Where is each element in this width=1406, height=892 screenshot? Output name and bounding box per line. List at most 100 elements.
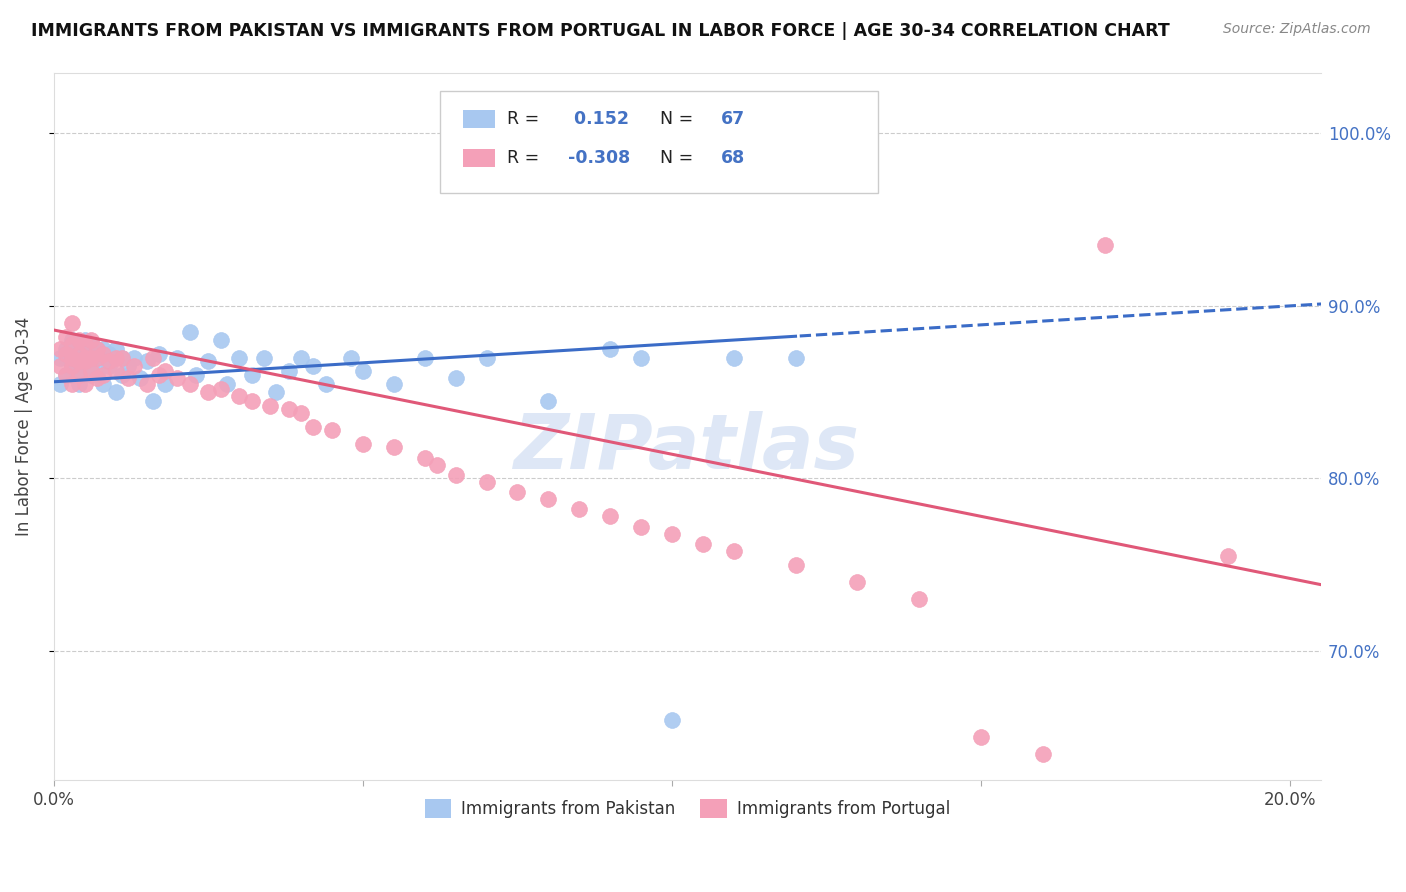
Point	[60, 368, 83, 382]
Point	[98, 347, 121, 361]
Point	[179, 325, 201, 339]
Point	[475, 475, 498, 489]
Point	[91, 376, 114, 391]
Point	[60, 351, 83, 365]
Point	[228, 351, 250, 365]
Point	[86, 351, 108, 365]
Point	[55, 342, 77, 356]
Point	[67, 354, 90, 368]
Point	[153, 376, 176, 391]
Point	[277, 364, 299, 378]
Point	[117, 371, 139, 385]
Point	[302, 419, 325, 434]
Point	[104, 385, 127, 400]
Point	[240, 393, 263, 408]
Point	[73, 347, 96, 361]
Point	[67, 342, 90, 356]
Text: R =: R =	[508, 149, 546, 167]
Point	[537, 393, 560, 408]
Point	[98, 359, 121, 374]
Point	[413, 450, 436, 465]
Point	[352, 437, 374, 451]
Text: 68: 68	[720, 149, 745, 167]
Point	[104, 364, 127, 378]
Point	[67, 376, 90, 391]
Point	[86, 342, 108, 356]
Text: 0.152: 0.152	[568, 110, 630, 128]
Point	[215, 376, 238, 391]
Point	[91, 347, 114, 361]
Point	[49, 376, 72, 391]
Point	[135, 376, 157, 391]
Point	[444, 371, 467, 385]
Point	[55, 347, 77, 361]
Text: IMMIGRANTS FROM PAKISTAN VS IMMIGRANTS FROM PORTUGAL IN LABOR FORCE | AGE 30-34 : IMMIGRANTS FROM PAKISTAN VS IMMIGRANTS F…	[31, 22, 1170, 40]
Point	[60, 359, 83, 374]
Point	[73, 334, 96, 348]
Point	[352, 364, 374, 378]
Point	[197, 354, 219, 368]
Point	[67, 334, 90, 348]
Point	[148, 347, 170, 361]
Point	[209, 334, 232, 348]
Point	[67, 368, 90, 382]
Point	[302, 359, 325, 374]
Point	[60, 316, 83, 330]
Point	[1094, 238, 1116, 252]
Point	[80, 364, 103, 378]
Point	[129, 371, 152, 385]
Point	[148, 368, 170, 382]
Point	[91, 354, 114, 368]
FancyBboxPatch shape	[463, 110, 495, 128]
Point	[86, 368, 108, 382]
Text: 67: 67	[720, 110, 745, 128]
Point	[60, 347, 83, 361]
Point	[723, 544, 745, 558]
Point	[67, 354, 90, 368]
Point	[253, 351, 276, 365]
Point	[692, 537, 714, 551]
Point	[1218, 549, 1240, 563]
Point	[321, 423, 343, 437]
Point	[73, 359, 96, 374]
Point	[290, 351, 312, 365]
Point	[122, 351, 145, 365]
Point	[785, 351, 807, 365]
Point	[142, 393, 165, 408]
Point	[117, 359, 139, 374]
Point	[266, 385, 288, 400]
Point	[142, 351, 165, 365]
Point	[228, 388, 250, 402]
Point	[179, 376, 201, 391]
Point	[537, 492, 560, 507]
Point	[80, 334, 103, 348]
Point	[630, 519, 652, 533]
Point	[290, 406, 312, 420]
Text: N =: N =	[659, 110, 699, 128]
Point	[67, 347, 90, 361]
Point	[166, 371, 188, 385]
Point	[568, 502, 591, 516]
Legend: Immigrants from Pakistan, Immigrants from Portugal: Immigrants from Pakistan, Immigrants fro…	[418, 792, 957, 825]
Point	[73, 336, 96, 351]
Text: N =: N =	[659, 149, 699, 167]
Point	[661, 526, 683, 541]
Point	[91, 368, 114, 382]
Point	[382, 441, 405, 455]
Point	[55, 330, 77, 344]
Point	[908, 592, 931, 607]
Point	[506, 485, 529, 500]
Point	[970, 730, 993, 744]
Point	[382, 376, 405, 391]
Text: -0.308: -0.308	[568, 149, 630, 167]
Point	[111, 368, 134, 382]
Point	[122, 359, 145, 374]
Point	[60, 334, 83, 348]
Point	[60, 359, 83, 374]
Point	[444, 467, 467, 482]
Point	[785, 558, 807, 572]
Point	[60, 336, 83, 351]
Point	[426, 458, 449, 472]
Point	[339, 351, 361, 365]
Point	[80, 336, 103, 351]
